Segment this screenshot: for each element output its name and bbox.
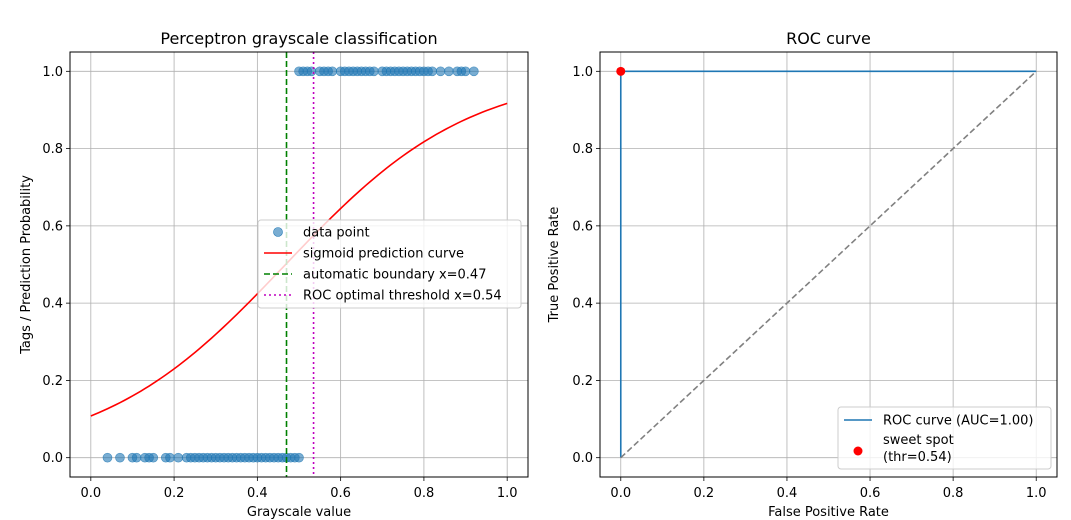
data-point: [115, 452, 125, 463]
left-x-tick-label: 0.8: [414, 486, 435, 501]
legend-entry-label: data point: [303, 226, 370, 241]
right-x-tick-label: 0.8: [943, 486, 964, 501]
right-x-tick-label: 0.6: [860, 486, 881, 501]
sweet-spot-point: [616, 66, 626, 76]
right-x-tick-label: 1.0: [1026, 486, 1047, 501]
left-plot-frame: [69, 51, 529, 478]
data-point: [427, 66, 438, 77]
left-x-axis-label: Grayscale value: [247, 505, 351, 520]
right-plot: 0.0 0.2 0.4 0.6 0.8 1.0 0.0 0.2 0.4 0.6 0.8 1.0 ROC…: [547, 29, 1058, 520]
right-y-axis-label: True Positive Rate: [547, 207, 562, 324]
left-y-tick-label: 0.6: [42, 219, 63, 234]
right-legend-box: [837, 406, 1052, 470]
right-y-tick-label: 0.8: [572, 142, 593, 157]
left-y-tick-label: 0.8: [42, 142, 63, 157]
right-x-tick-label: 0.4: [777, 486, 798, 501]
data-point: [165, 452, 175, 463]
legend-marker-sweet-spot: [853, 446, 863, 456]
data-point: [131, 452, 142, 463]
data-point: [469, 66, 479, 77]
data-point: [327, 66, 338, 77]
data-point: [102, 452, 113, 463]
right-y-tick-label: 1.0: [572, 65, 593, 80]
legend-marker-data-point: [273, 227, 283, 237]
right-legend: ROC curve (AUC=1.00) sweet spot (thr=0.54): [837, 406, 1052, 470]
left-y-tick-label: 0.4: [42, 297, 63, 312]
left-y-tick-label: 0.0: [42, 451, 63, 466]
chance-diagonal-line: [620, 70, 1037, 459]
legend-entry-label: ROC optimal threshold x=0.54: [303, 289, 502, 304]
left-plot-title: Perceptron grayscale classification: [160, 29, 437, 48]
right-y-tick-label: 0.0: [572, 451, 593, 466]
left-y-tick-label: 1.0: [42, 65, 63, 80]
left-y-axis-label: Tags / Prediction Probability: [19, 175, 34, 355]
left-legend: data point sigmoid prediction curve automa…: [257, 219, 522, 309]
data-point: [460, 66, 471, 77]
data-point: [444, 66, 454, 77]
data-point: [435, 66, 446, 77]
right-plot-frame: [599, 51, 1058, 478]
right-x-tick-label: 0.2: [694, 486, 715, 501]
left-legend-box: [257, 219, 522, 309]
left-x-tick-label: 0.2: [164, 486, 185, 501]
legend-entry-label: sweet spot: [883, 433, 954, 448]
left-y-tick-label: 0.2: [42, 374, 63, 389]
legend-entry-label: ROC curve (AUC=1.00): [883, 414, 1034, 429]
legend-entry-label: automatic boundary x=0.47: [303, 268, 486, 283]
left-plot: 0.0 0.2 0.4 0.6 0.8 1.0 0.0 0.2 0.4 0.6 0.8 1.0 Per…: [19, 29, 529, 520]
right-y-tick-label: 0.4: [572, 297, 593, 312]
data-point: [173, 452, 184, 463]
right-plot-title: ROC curve: [786, 29, 871, 48]
legend-entry-label: (thr=0.54): [883, 450, 952, 465]
data-point: [306, 66, 317, 77]
right-y-tick-label: 0.2: [572, 374, 593, 389]
left-x-tick-label: 0.0: [80, 486, 101, 501]
left-x-tick-label: 1.0: [497, 486, 518, 501]
left-x-tick-label: 0.4: [247, 486, 268, 501]
legend-entry-label: sigmoid prediction curve: [303, 247, 464, 262]
right-x-axis-label: False Positive Rate: [768, 505, 889, 520]
right-y-tick-label: 0.6: [572, 219, 593, 234]
data-point: [148, 452, 159, 463]
data-point: [369, 66, 379, 77]
right-x-tick-label: 0.0: [610, 486, 631, 501]
left-x-tick-label: 0.6: [330, 486, 351, 501]
data-point: [294, 452, 304, 463]
